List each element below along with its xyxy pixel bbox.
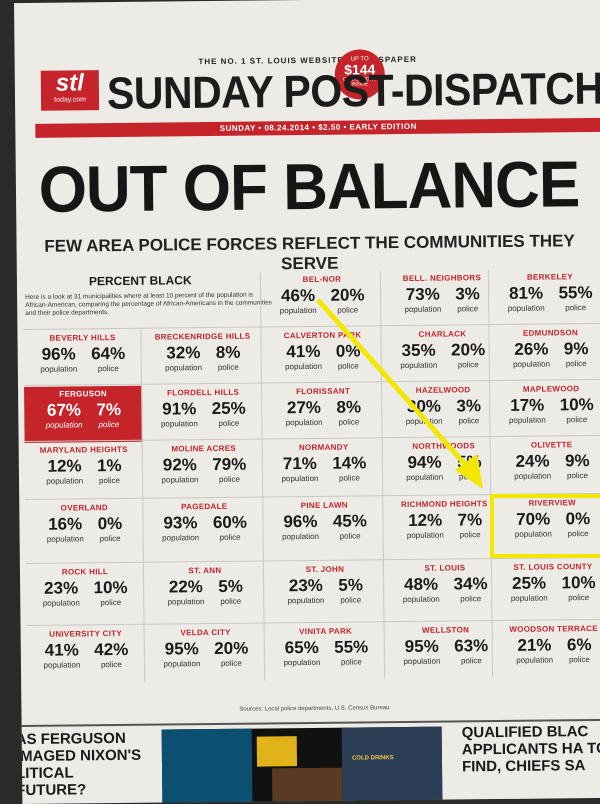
riverview-highlight-box [490,494,600,558]
arrow-head [455,454,483,489]
arrow-shaft [316,298,472,472]
